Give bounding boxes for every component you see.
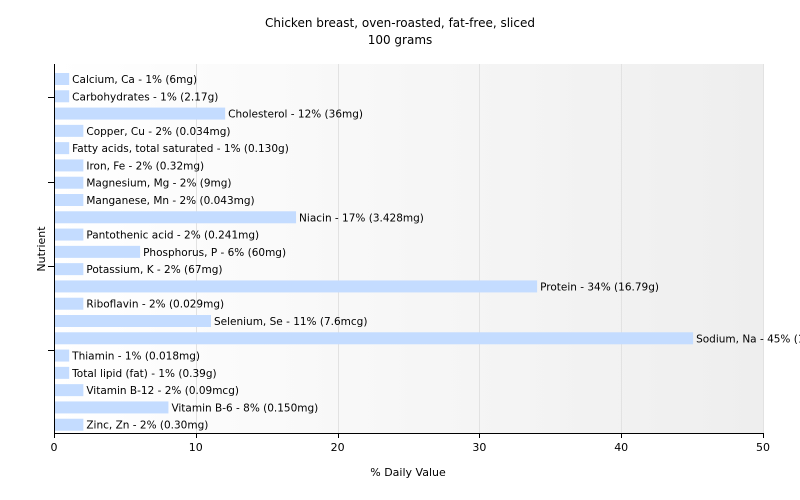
y-axis-title: Nutrient [35, 226, 48, 272]
bar-label: Potassium, K - 2% (67mg) [86, 264, 222, 276]
bar [55, 297, 84, 310]
bar-label: Sodium, Na - 45% (1087mg) [696, 333, 800, 345]
x-tick-label: 10 [189, 441, 203, 454]
x-axis-title: % Daily Value [370, 466, 446, 479]
bar-label: Magnesium, Mg - 2% (9mg) [86, 178, 231, 190]
bar-label: Copper, Cu - 2% (0.034mg) [86, 126, 230, 138]
bar [55, 401, 169, 414]
x-tick-label: 20 [331, 441, 345, 454]
bar [55, 384, 84, 397]
bar-label: Vitamin B-6 - 8% (0.150mg) [171, 402, 318, 414]
bar [55, 159, 84, 172]
bar [55, 228, 84, 241]
bar-label: Cholesterol - 12% (36mg) [228, 109, 363, 121]
bar [55, 418, 84, 431]
bar [55, 73, 70, 85]
bar [55, 315, 211, 327]
chart-title: Chicken breast, oven-roasted, fat-free, … [265, 16, 535, 30]
bar-label: Protein - 34% (16.79g) [540, 281, 659, 293]
x-tick-label: 30 [472, 441, 486, 454]
bar-label: Vitamin B-12 - 2% (0.09mcg) [86, 385, 239, 397]
bar [55, 263, 84, 276]
chart-subtitle: 100 grams [368, 33, 433, 47]
bar-label: Phosphorus, P - 6% (60mg) [143, 247, 286, 259]
bar-label: Niacin - 17% (3.428mg) [299, 212, 424, 224]
bar-label: Selenium, Se - 11% (7.6mcg) [214, 316, 367, 328]
bar-label: Manganese, Mn - 2% (0.043mg) [86, 195, 254, 207]
bar-label: Pantothenic acid - 2% (0.241mg) [86, 230, 259, 242]
axes: 0 10 20 30 40 50 [48, 64, 770, 454]
bar [55, 176, 84, 189]
bar-label: Iron, Fe - 2% (0.32mg) [86, 160, 204, 172]
x-tick-label: 50 [756, 441, 770, 454]
bar-label: Fatty acids, total saturated - 1% (0.130… [72, 143, 289, 155]
x-tick-label: 40 [614, 441, 628, 454]
bar [55, 280, 538, 293]
bar-label: Zinc, Zn - 2% (0.30mg) [86, 420, 208, 432]
bar-label: Riboflavin - 2% (0.029mg) [86, 299, 224, 311]
bar [55, 90, 70, 103]
bar [55, 194, 84, 206]
bar [55, 245, 141, 258]
bar-label: Thiamin - 1% (0.018mg) [71, 351, 200, 363]
bar [55, 332, 694, 345]
bar [55, 349, 70, 362]
bar [55, 124, 84, 137]
grid-lines [196, 64, 764, 433]
bar [55, 107, 226, 120]
x-tick-label: 0 [51, 441, 58, 454]
bar [55, 211, 297, 224]
bar [55, 366, 70, 379]
bar [55, 142, 70, 155]
bars: Calcium, Ca - 1% (6mg) Carbohydrates - 1%… [55, 73, 800, 432]
bar-label: Calcium, Ca - 1% (6mg) [72, 74, 197, 86]
plot-background [54, 64, 763, 433]
bar-label: Carbohydrates - 1% (2.17g) [72, 91, 218, 103]
bar-label: Total lipid (fat) - 1% (0.39g) [71, 368, 216, 380]
